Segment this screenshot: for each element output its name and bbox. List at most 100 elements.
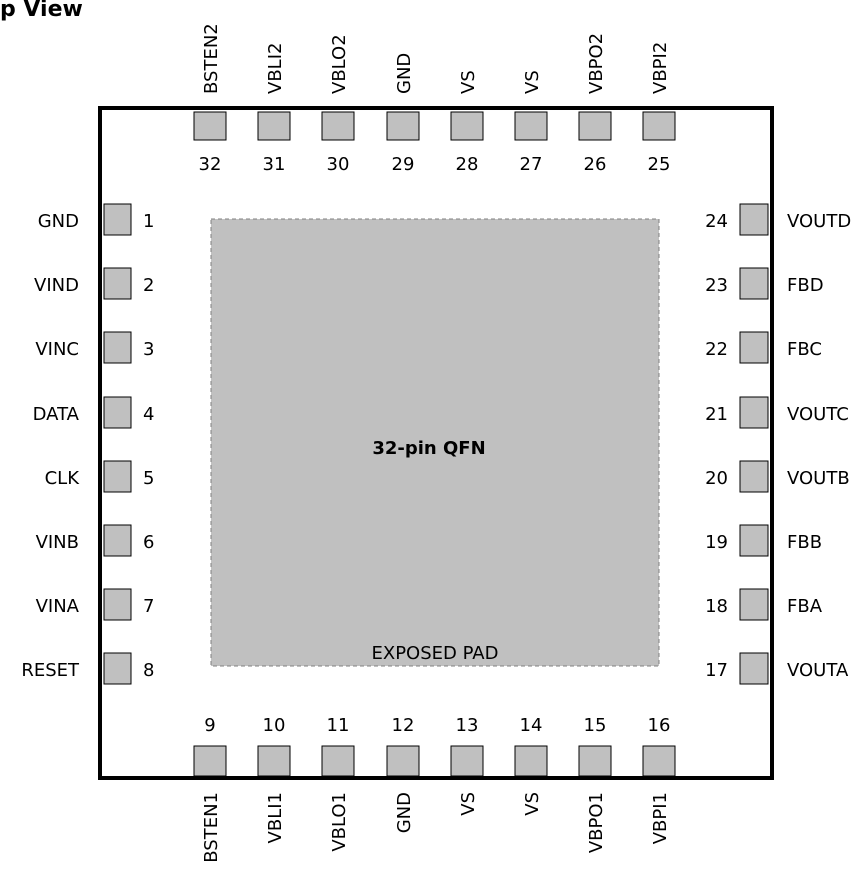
pin-pad-bottom — [578, 745, 612, 777]
pin-pad-top — [193, 111, 227, 141]
pin-pad-left — [103, 331, 132, 364]
pin-number-right: 20 — [705, 468, 728, 489]
pin-label-right: VOUTD — [787, 211, 851, 232]
pin-pad-right — [739, 652, 769, 685]
pin-pad-left — [103, 652, 132, 685]
pin-number-right: 18 — [705, 596, 728, 617]
pin-number-top: 29 — [392, 154, 415, 175]
pin-number-right: 24 — [705, 211, 728, 232]
pin-number-left: 5 — [143, 468, 154, 489]
pin-pad-top — [578, 111, 612, 141]
pin-label-top: BSTEN2 — [201, 23, 222, 94]
pin-label-bottom: VBLO1 — [329, 792, 350, 852]
pin-label-bottom: BSTEN1 — [201, 792, 222, 863]
package-label: 32-pin QFN — [372, 438, 485, 459]
pin-pad-left — [103, 267, 132, 300]
pin-pad-right — [739, 460, 769, 493]
pin-number-bottom: 14 — [520, 715, 543, 736]
pin-label-bottom: GND — [394, 792, 415, 833]
pin-pad-bottom — [257, 745, 291, 777]
pin-pad-right — [739, 203, 769, 236]
pin-label-left: VIND — [34, 275, 79, 296]
pin-pad-bottom — [321, 745, 355, 777]
pin-number-top: 25 — [648, 154, 671, 175]
pin-number-top: 27 — [520, 154, 543, 175]
pin-label-top: VBPI2 — [650, 42, 671, 94]
pin-label-bottom: VS — [522, 792, 543, 816]
pins-layer: 1 GND 2 VIND 3 VINC 4 DATA 5 CLK 6 VINB 7 VINA 8 RESET 2… — [21, 23, 851, 863]
pin-number-bottom: 16 — [648, 715, 671, 736]
pin-number-top: 28 — [456, 154, 479, 175]
pin-pad-left — [103, 588, 132, 621]
pin-pad-right — [739, 524, 769, 557]
exposed-pad — [210, 218, 660, 667]
pin-number-top: 31 — [263, 154, 286, 175]
pin-pad-right — [739, 331, 769, 364]
pin-pad-bottom — [514, 745, 548, 777]
pin-label-left: CLK — [45, 468, 81, 489]
pin-label-left: VINA — [36, 596, 80, 617]
pin-pad-left — [103, 460, 132, 493]
pin-number-bottom: 9 — [204, 715, 215, 736]
package-outline — [98, 106, 774, 780]
pin-label-right: VOUTB — [787, 468, 850, 489]
pin-label-top: VS — [522, 70, 543, 94]
pin-label-right: FBD — [787, 275, 824, 296]
pin-number-top: 32 — [199, 154, 222, 175]
pin-label-left: VINB — [36, 532, 79, 553]
pin-number-left: 6 — [143, 532, 154, 553]
pin-pad-right — [739, 267, 769, 300]
pin-pad-top — [257, 111, 291, 141]
pin-pad-top — [514, 111, 548, 141]
pin-number-left: 8 — [143, 660, 154, 681]
pin-number-left: 7 — [143, 596, 154, 617]
pin-number-right: 22 — [705, 339, 728, 360]
pin-label-right: VOUTC — [787, 404, 849, 425]
pin-pad-bottom — [386, 745, 420, 777]
pin-label-right: VOUTA — [787, 660, 849, 681]
pin-pad-right — [739, 396, 769, 429]
pin-label-left: DATA — [33, 404, 80, 425]
pin-number-bottom: 15 — [584, 715, 607, 736]
pin-pad-top — [450, 111, 484, 141]
pin-number-top: 26 — [584, 154, 607, 175]
pin-pad-left — [103, 203, 132, 236]
pin-label-bottom: VS — [458, 792, 479, 816]
diagram-title: p View — [0, 0, 83, 22]
pin-number-bottom: 10 — [263, 715, 286, 736]
pin-number-top: 30 — [327, 154, 350, 175]
pin-label-right: FBB — [787, 532, 822, 553]
pin-number-bottom: 13 — [456, 715, 479, 736]
pin-pad-right — [739, 588, 769, 621]
pin-label-left: RESET — [21, 660, 80, 681]
pin-pad-bottom — [193, 745, 227, 777]
pin-label-left: VINC — [35, 339, 79, 360]
pin-number-right: 19 — [705, 532, 728, 553]
pin-label-right: FBC — [787, 339, 822, 360]
pin-label-left: GND — [38, 211, 79, 232]
pin-label-right: FBA — [787, 596, 823, 617]
pin-number-left: 2 — [143, 275, 154, 296]
pin-number-left: 3 — [143, 339, 154, 360]
pin-label-top: GND — [394, 53, 415, 94]
pin-number-right: 23 — [705, 275, 728, 296]
pin-label-bottom: VBLI1 — [265, 792, 286, 843]
pin-number-left: 1 — [143, 211, 154, 232]
pin-pad-bottom — [450, 745, 484, 777]
pin-pad-left — [103, 524, 132, 557]
pin-pad-top — [321, 111, 355, 141]
pin-number-bottom: 12 — [392, 715, 415, 736]
pin-label-top: VBPO2 — [586, 33, 607, 94]
pin-label-top: VBLI2 — [265, 43, 286, 94]
pin-label-bottom: VBPI1 — [650, 792, 671, 844]
pin-label-top: VS — [458, 70, 479, 94]
exposed-pad-label: EXPOSED PAD — [372, 643, 499, 664]
pin-number-right: 21 — [705, 404, 728, 425]
pin-pad-top — [386, 111, 420, 141]
pin-label-top: VBLO2 — [329, 34, 350, 94]
pin-number-bottom: 11 — [327, 715, 350, 736]
pin-number-left: 4 — [143, 404, 154, 425]
pin-number-right: 17 — [705, 660, 728, 681]
pin-pad-top — [642, 111, 676, 141]
